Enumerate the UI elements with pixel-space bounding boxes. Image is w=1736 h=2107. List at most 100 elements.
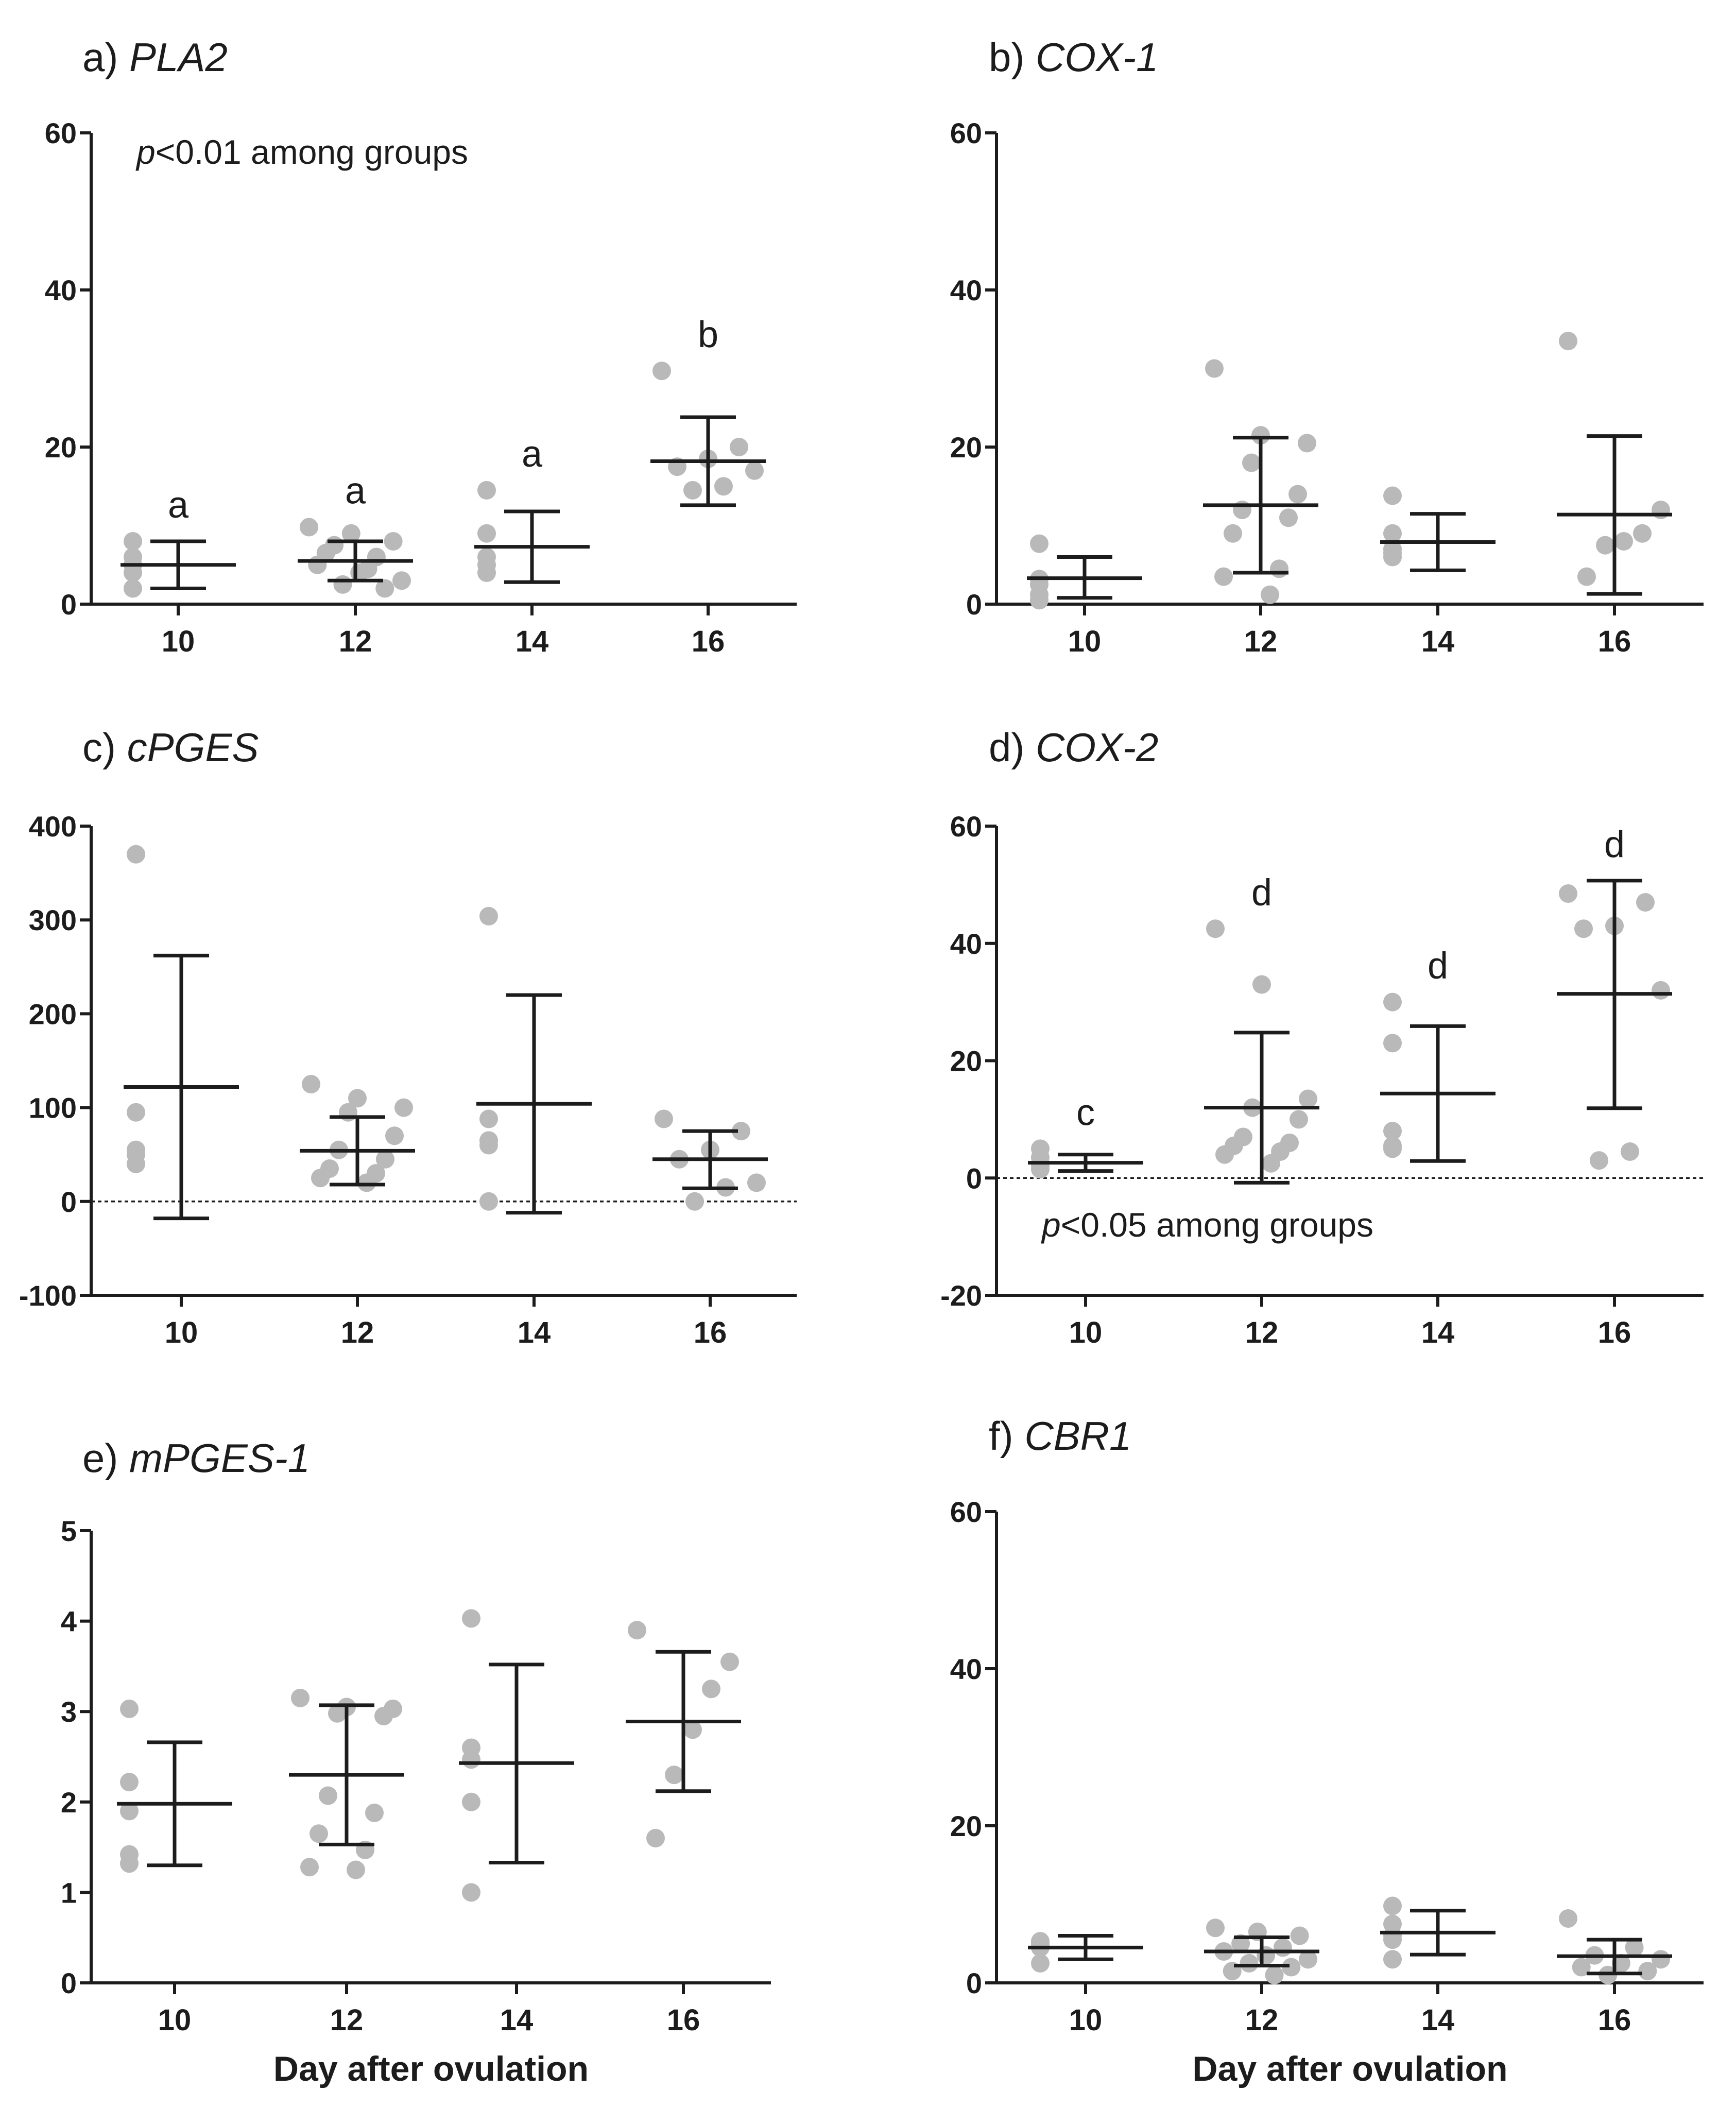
significance-letter: b — [698, 314, 718, 355]
data-point — [747, 1173, 766, 1192]
x-tick-label: 14 — [518, 1316, 551, 1349]
data-point — [1279, 508, 1298, 527]
y-tick-label: 60 — [950, 810, 982, 843]
data-point — [127, 1154, 145, 1173]
data-point — [347, 1860, 365, 1879]
y-tick-label: 0 — [966, 1967, 982, 1999]
y-tick-label: 4 — [61, 1605, 77, 1638]
group-day-12 — [1203, 359, 1318, 604]
data-point — [655, 1109, 673, 1128]
data-point — [374, 1706, 393, 1725]
y-tick-label: 0 — [61, 588, 77, 621]
panel-c: c) cPGES -100 0 100 200 300 400 10 12 14 16 — [19, 725, 797, 1349]
data-point — [1265, 1965, 1284, 1984]
panel-letter: e) — [82, 1435, 129, 1481]
data-point — [1031, 1954, 1050, 1973]
data-point — [1290, 1110, 1308, 1129]
gene-name: COX-2 — [1036, 725, 1158, 770]
x-tick-label: 16 — [1598, 625, 1631, 658]
x-tick-label: 12 — [1245, 1316, 1279, 1349]
data-point — [1242, 453, 1261, 472]
panel-title: f) CBR1 — [989, 1413, 1131, 1459]
data-point — [1383, 1139, 1402, 1158]
data-point — [1577, 567, 1596, 586]
data-point — [477, 524, 496, 543]
x-tick-label: 14 — [1421, 2003, 1455, 2037]
data-point — [646, 1829, 665, 1848]
group-day-10: a — [121, 485, 236, 598]
data-point — [1559, 332, 1577, 351]
group-day-16 — [1557, 332, 1672, 596]
data-point — [127, 845, 145, 864]
data-point — [1205, 359, 1224, 378]
y-tick-label: 40 — [950, 1653, 982, 1685]
data-point — [1214, 567, 1233, 586]
significance-letter: d — [1428, 946, 1448, 987]
data-point — [291, 1688, 310, 1707]
data-point — [300, 1858, 319, 1877]
data-point — [1290, 1926, 1309, 1945]
data-point — [1638, 1962, 1657, 1981]
panel-letter: d) — [989, 725, 1036, 770]
data-point — [685, 1192, 704, 1211]
data-point — [1621, 1142, 1639, 1161]
data-point — [311, 1169, 330, 1188]
x-tick-label: 14 — [500, 2003, 534, 2037]
data-point — [462, 1883, 480, 1902]
y-tick-label: 60 — [950, 1496, 982, 1528]
y-tick-label: 0 — [966, 588, 982, 621]
x-axis-label: Day after ovulation — [273, 2049, 589, 2088]
data-point — [1215, 1145, 1234, 1164]
data-point — [1383, 1122, 1402, 1141]
y-tick-label: 1 — [61, 1876, 77, 1909]
significance-letter: c — [1076, 1092, 1095, 1133]
significance-letter: d — [1604, 824, 1625, 865]
panel-title: e) mPGES-1 — [82, 1435, 310, 1481]
y-tick-label: 300 — [29, 904, 77, 936]
y-tick-label: 40 — [950, 928, 982, 960]
y-tick-label: 60 — [950, 117, 982, 149]
data-point — [1559, 884, 1577, 903]
gene-name: COX-1 — [1036, 35, 1158, 80]
x-tick-label: 16 — [1598, 1316, 1631, 1349]
panel-letter: f) — [989, 1413, 1024, 1459]
data-point — [1257, 1946, 1276, 1965]
y-tick-label: 2 — [61, 1786, 77, 1819]
gene-name: cPGES — [127, 725, 259, 770]
x-tick-label: 10 — [1069, 1316, 1103, 1349]
data-point — [1031, 1160, 1050, 1179]
data-point — [1252, 975, 1271, 994]
x-tick-label: 12 — [339, 625, 372, 658]
data-point — [385, 1126, 404, 1145]
data-point — [479, 1136, 498, 1155]
x-tick-label: 16 — [1598, 2003, 1631, 2037]
data-point — [1273, 1938, 1292, 1957]
data-point — [127, 1103, 145, 1122]
data-point — [745, 461, 764, 480]
y-tick-label: 5 — [61, 1515, 77, 1547]
data-point — [479, 1192, 498, 1211]
panel-title: b) COX-1 — [989, 35, 1158, 80]
data-point — [1574, 919, 1593, 938]
y-tick-label: -100 — [19, 1279, 77, 1312]
x-tick-label: 10 — [165, 1316, 198, 1349]
y-tick-label: 0 — [61, 1967, 77, 1999]
group-day-12 — [289, 1688, 404, 1879]
y-tick-label: 3 — [61, 1695, 77, 1728]
p-text: <0.01 among groups — [156, 133, 468, 171]
group-day-14 — [476, 906, 592, 1215]
y-tick-label: 200 — [29, 998, 77, 1030]
group-day-12: a — [298, 471, 413, 598]
p-value-annotation: p<0.05 among groups — [1041, 1206, 1373, 1244]
data-point — [702, 1680, 720, 1699]
group-day-10 — [1028, 1932, 1143, 1973]
panel-title: c) cPGES — [82, 725, 259, 770]
y-tick-label: 20 — [950, 431, 982, 464]
data-point — [1559, 1909, 1577, 1928]
data-point — [348, 1089, 367, 1108]
data-point — [1030, 534, 1049, 553]
group-day-14 — [1380, 1896, 1496, 1969]
data-point — [1383, 992, 1402, 1012]
group-day-10 — [1027, 534, 1142, 610]
data-point — [1224, 524, 1242, 543]
